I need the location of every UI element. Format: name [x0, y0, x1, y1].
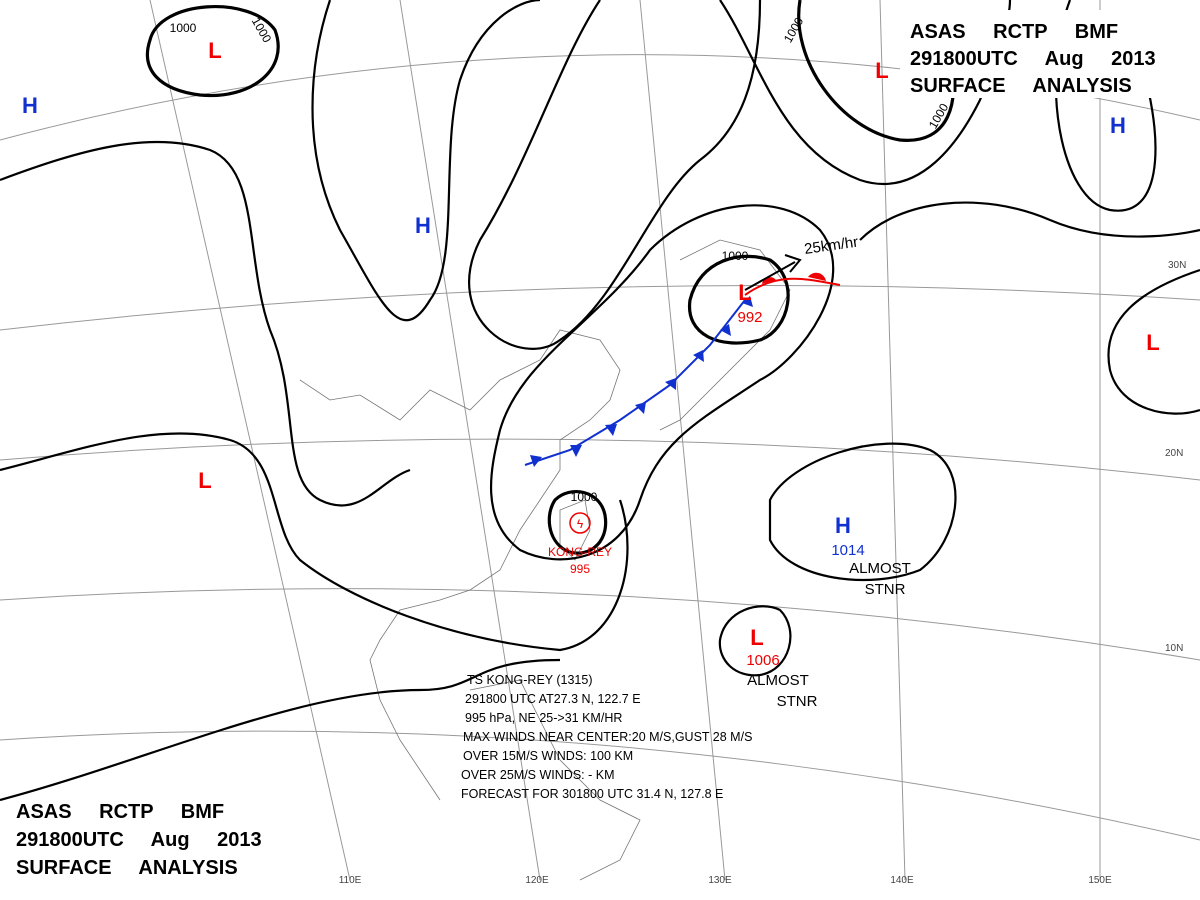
header-top: ASAS RCTP BMF 291800UTC Aug 2013 SURFACE… — [900, 10, 1185, 98]
meridian — [639, 0, 726, 881]
isobar — [490, 204, 835, 561]
isobar — [468, 0, 762, 350]
isobar — [768, 442, 957, 582]
longitude-label: 110E — [339, 875, 362, 886]
longitude-label: 150E — [1088, 875, 1112, 886]
isobar — [718, 605, 792, 677]
low: L — [1146, 330, 1159, 355]
high: H — [1110, 113, 1126, 138]
isobar — [0, 658, 561, 802]
parallel — [0, 284, 1200, 331]
latitude-label: 20N — [1165, 448, 1183, 459]
isobar — [311, 0, 541, 322]
isobar — [859, 201, 1200, 241]
low: L — [198, 468, 211, 493]
header-line: ASAS RCTP BMF — [16, 801, 224, 823]
latitude-label: 30N — [1168, 260, 1186, 271]
note: STNR — [777, 693, 818, 710]
geo-labels: 110E 120E 130E 140E 150E 30N 20N 10N — [339, 260, 1187, 886]
isobar-label: 1000 — [722, 249, 749, 263]
isobar — [547, 490, 608, 555]
header-line: SURFACE ANALYSIS — [910, 75, 1132, 97]
isobar — [688, 254, 790, 345]
high: H — [835, 513, 851, 538]
meridian — [399, 0, 541, 881]
longitude-label: 140E — [890, 875, 914, 886]
coast — [559, 499, 591, 561]
typhoon-symbol — [569, 512, 591, 534]
fronts — [524, 254, 841, 467]
longitude-label: 120E — [525, 875, 549, 886]
isobar-label: 1000 — [170, 21, 197, 35]
meridian — [879, 0, 906, 881]
header-bottom: ASAS RCTP BMF 291800UTC Aug 2013 SURFACE… — [16, 801, 262, 879]
high: H — [415, 213, 431, 238]
parallel — [0, 588, 1200, 661]
coastlines — [299, 239, 791, 881]
isobar — [0, 432, 629, 652]
info-line: TS KONG-REY (1315) — [467, 673, 593, 687]
low: L — [208, 38, 221, 63]
info-line: MAX WINDS NEAR CENTER:20 M/S,GUST 28 M/S — [463, 730, 752, 744]
header-backdrop — [900, 10, 1185, 98]
coast — [659, 239, 791, 431]
info-line: OVER 25M/S WINDS: - KM — [461, 768, 615, 782]
graticule — [0, 0, 1200, 881]
note: ALMOST — [849, 560, 911, 577]
parallel — [0, 438, 1200, 481]
low: L — [875, 58, 888, 83]
parallel — [0, 730, 1200, 841]
typhoon-pressure: 995 — [570, 562, 590, 576]
typhoon-name: KONG-REY — [548, 545, 612, 559]
typhoon-glyph: ϟ — [577, 517, 584, 531]
center-pressure: 992 — [737, 309, 762, 326]
header-line: 291800UTC Aug 2013 — [16, 829, 262, 851]
isobar — [0, 140, 411, 507]
center-pressure: 1014 — [831, 542, 864, 559]
longitude-label: 130E — [708, 875, 732, 886]
center-pressure: 1006 — [746, 652, 779, 669]
isobar — [1107, 268, 1200, 415]
coast — [469, 679, 641, 881]
header-line: SURFACE ANALYSIS — [16, 857, 238, 879]
low: L — [750, 625, 763, 650]
low: L — [738, 280, 751, 305]
meridian — [149, 0, 351, 881]
note: ALMOST — [747, 672, 809, 689]
warm-front — [744, 277, 841, 296]
info-box: TS KONG-REY (1315) 291800 UTC AT27.3 N, … — [461, 673, 752, 801]
motion-arrow — [744, 254, 802, 291]
info-line: OVER 15M/S WINDS: 100 KM — [463, 749, 633, 763]
labels: L L L L L L H H H H 992 1006 1014 1000 1… — [22, 15, 1160, 710]
info-line: FORECAST FOR 301800 UTC 31.4 N, 127.8 E — [461, 787, 723, 801]
high: H — [22, 93, 38, 118]
isobar — [145, 5, 280, 98]
info-line: 291800 UTC AT27.3 N, 122.7 E — [465, 692, 641, 706]
header-line: ASAS RCTP BMF — [910, 21, 1118, 43]
latitude-label: 10N — [1165, 643, 1183, 654]
isobar — [797, 0, 956, 142]
front-semicircles — [762, 272, 826, 284]
isobar-label: 1000 — [571, 490, 598, 504]
note: STNR — [865, 581, 906, 598]
coast — [299, 329, 621, 801]
info-line: 995 hPa, NE 25->31 KM/HR — [465, 711, 622, 725]
header-line: 291800UTC Aug 2013 — [910, 48, 1156, 70]
